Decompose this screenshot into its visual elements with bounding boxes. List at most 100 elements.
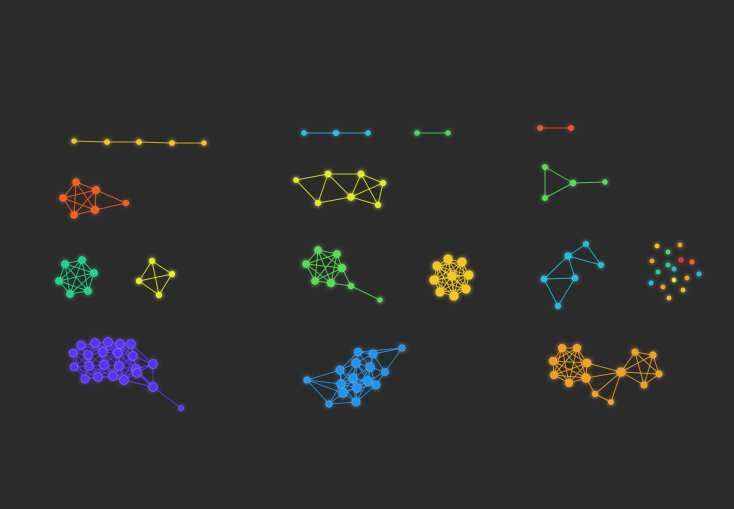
- node: [68, 348, 78, 358]
- node: [302, 260, 310, 268]
- node: [371, 380, 381, 390]
- node: [148, 382, 158, 392]
- edge: [73, 189, 97, 216]
- node: [324, 170, 332, 178]
- edge: [151, 260, 173, 275]
- nodes-orange-red: [59, 178, 130, 219]
- edge: [553, 374, 587, 379]
- node: [148, 257, 156, 265]
- node: [72, 178, 80, 186]
- node: [314, 246, 322, 254]
- node: [128, 351, 138, 361]
- node: [640, 381, 648, 389]
- node: [325, 400, 333, 408]
- edge: [552, 360, 588, 364]
- node: [66, 290, 74, 298]
- node: [126, 339, 136, 349]
- node: [571, 274, 579, 282]
- edge: [436, 265, 470, 276]
- edge: [634, 351, 660, 375]
- edge: [350, 173, 362, 198]
- edge: [306, 379, 330, 405]
- node: [351, 358, 361, 368]
- node: [557, 343, 567, 353]
- node: [92, 186, 100, 194]
- node: [91, 206, 99, 214]
- node: [90, 269, 98, 277]
- node: [93, 372, 103, 382]
- edge: [360, 173, 379, 206]
- node: [689, 259, 695, 265]
- node: [333, 250, 341, 258]
- node: [90, 338, 100, 348]
- edge: [328, 401, 357, 405]
- edge: [102, 343, 132, 353]
- node: [457, 257, 467, 267]
- edge: [327, 173, 352, 198]
- node: [71, 138, 77, 144]
- edge: [305, 263, 332, 284]
- node: [398, 344, 406, 352]
- nodes-yellow-ladder: [292, 170, 387, 209]
- node: [435, 287, 445, 297]
- edge: [561, 347, 570, 384]
- node: [602, 179, 608, 185]
- node: [671, 266, 677, 272]
- node: [443, 254, 453, 264]
- node: [678, 257, 684, 263]
- node: [549, 370, 559, 380]
- node: [103, 337, 113, 347]
- node: [84, 287, 92, 295]
- edge: [585, 243, 602, 266]
- edge: [350, 196, 379, 206]
- edge: [377, 182, 384, 206]
- edge: [350, 182, 384, 198]
- node: [168, 139, 176, 147]
- edge: [295, 173, 329, 181]
- node: [338, 388, 348, 398]
- node: [581, 373, 591, 383]
- nodes-pair-green: [414, 130, 451, 136]
- node: [303, 376, 311, 384]
- node: [347, 282, 355, 290]
- edge: [306, 379, 342, 385]
- nodes-isolated-dots: [648, 242, 702, 301]
- node: [665, 262, 671, 268]
- node: [108, 371, 118, 381]
- edge: [567, 255, 602, 266]
- node: [660, 284, 666, 290]
- node: [554, 302, 562, 310]
- node: [597, 261, 605, 269]
- edge: [634, 351, 645, 386]
- node: [648, 280, 654, 286]
- edge: [572, 181, 606, 184]
- edge: [543, 278, 559, 307]
- edge: [372, 347, 403, 355]
- edge: [561, 347, 588, 364]
- edge: [643, 354, 654, 386]
- node: [432, 261, 442, 271]
- node: [348, 373, 358, 383]
- node: [80, 374, 90, 384]
- node: [55, 277, 63, 285]
- edge: [544, 182, 574, 199]
- node: [135, 138, 143, 146]
- node: [103, 138, 111, 146]
- node: [135, 277, 143, 285]
- node: [461, 284, 471, 294]
- node: [336, 379, 346, 389]
- edge: [543, 277, 576, 280]
- edge: [64, 263, 95, 274]
- nodes-teal-clique: [55, 256, 98, 298]
- node: [541, 163, 549, 171]
- node: [292, 176, 300, 184]
- edge: [72, 352, 86, 380]
- node: [365, 130, 371, 136]
- nodes-blue-dense: [303, 344, 406, 408]
- nodes-cyan-graph: [540, 240, 605, 310]
- edge: [552, 347, 578, 362]
- node: [61, 260, 69, 268]
- node: [665, 249, 671, 255]
- node: [541, 194, 549, 202]
